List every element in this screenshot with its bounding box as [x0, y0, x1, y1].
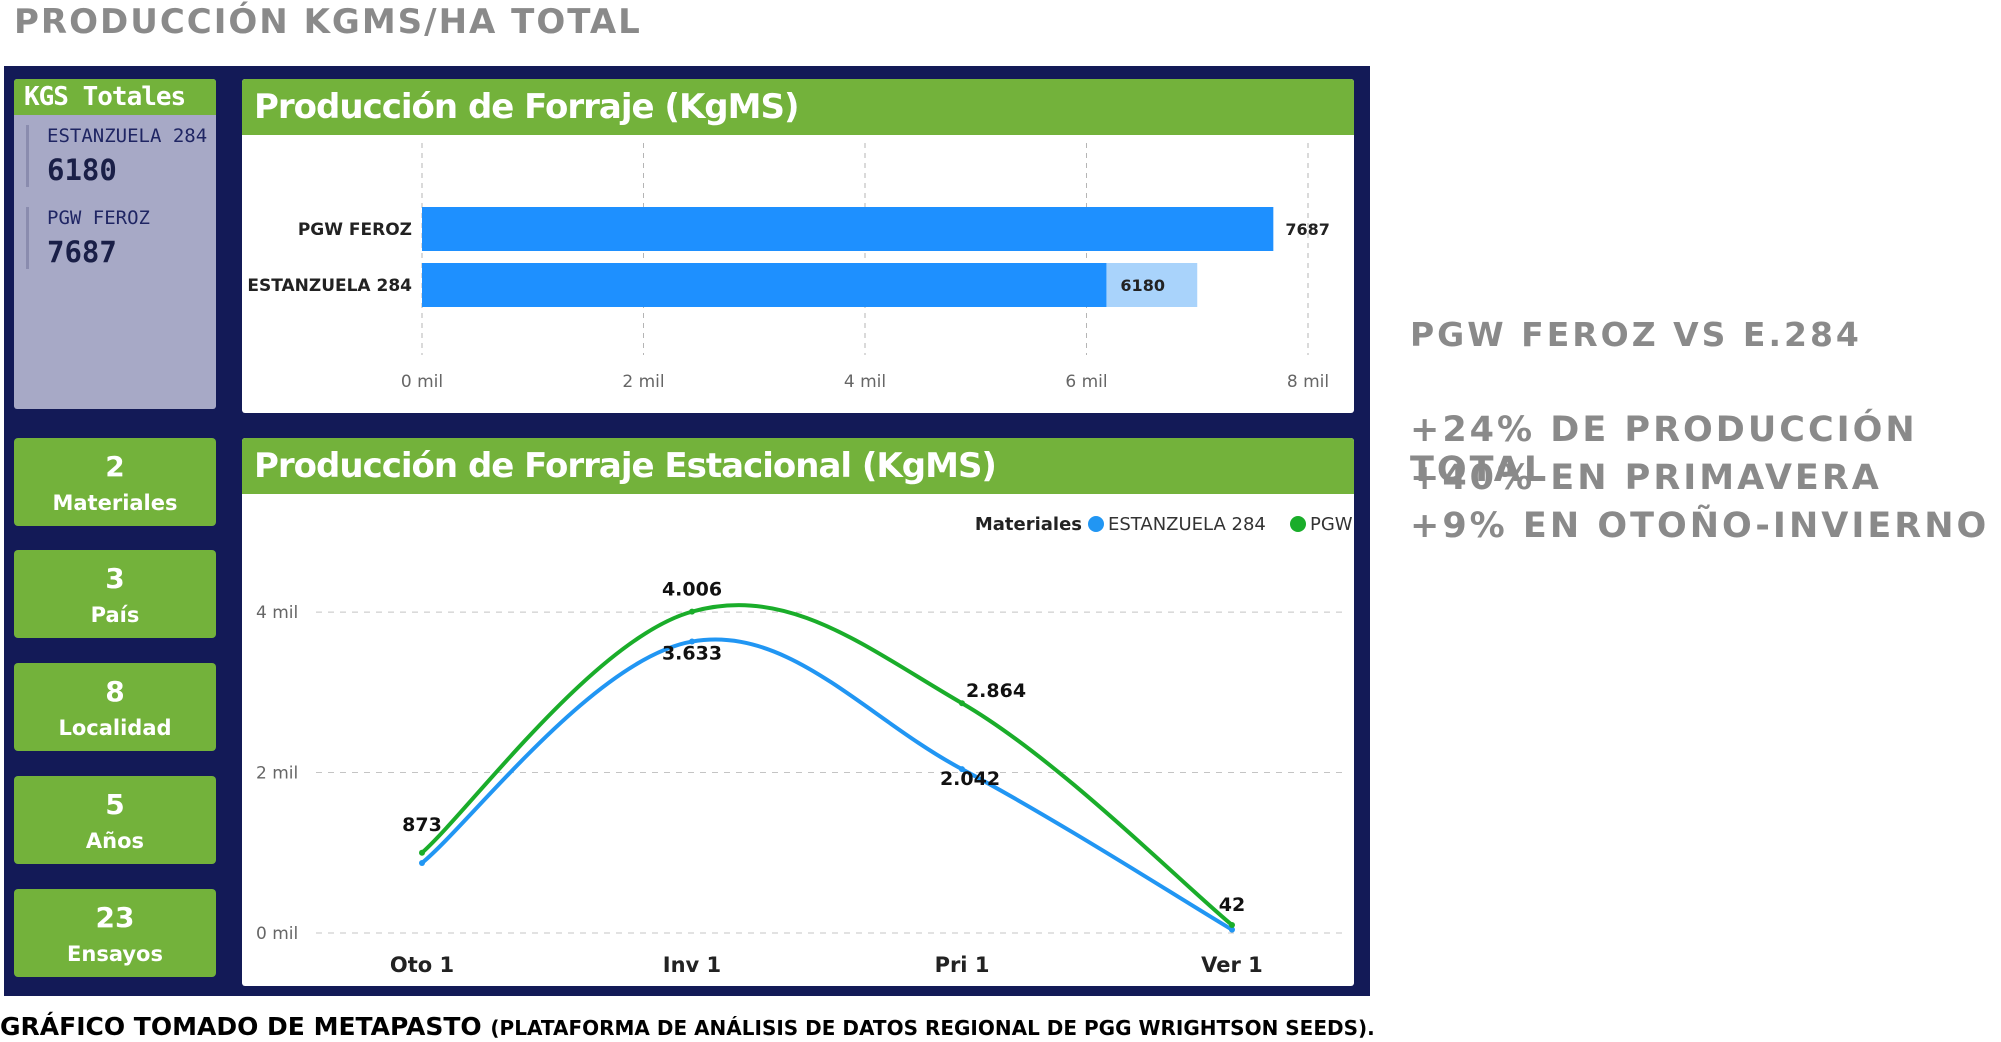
- data-point: [419, 849, 425, 856]
- data-label: 2.042: [940, 768, 1000, 790]
- legend-marker: [1290, 516, 1306, 532]
- kgs-item-name: ESTANZUELA 284: [47, 125, 208, 147]
- stat-value: 2: [105, 450, 125, 483]
- data-label: 4.006: [662, 579, 722, 601]
- legend-label: ESTANZUELA 284: [1108, 514, 1266, 535]
- x-tick-label: Pri 1: [935, 953, 990, 977]
- data-label: 42: [1219, 894, 1245, 916]
- bar-chart: 0 mil 2 mil 4 mil 6 mil 8 mil PGW FEROZ 7687 ES…: [247, 143, 1330, 392]
- comparison-heading: PGW FEROZ VS E.284: [1410, 315, 1862, 354]
- data-point: [1229, 921, 1235, 928]
- legend-label: PGW FEROZ: [1310, 514, 1354, 535]
- bar: [422, 263, 1107, 307]
- x-tick-label: 8 mil: [1287, 372, 1329, 392]
- data-point: [959, 700, 965, 707]
- bar-category-label: PGW FEROZ: [298, 220, 412, 240]
- bar-category-label: ESTANZUELA 284: [247, 276, 412, 296]
- y-tick-label: 2 mil: [256, 764, 298, 784]
- footer-caption: GRÁFICO TOMADO DE METAPASTO (PLATAFORMA …: [0, 1012, 1375, 1041]
- comparison-line-total: +24% DE PRODUCCIÓN TOTAL: [1410, 410, 1918, 490]
- x-tick-label: 2 mil: [622, 372, 664, 392]
- x-tick-label: Ver 1: [1201, 953, 1263, 977]
- data-point: [959, 766, 965, 773]
- line-chart: 0 mil 2 mil 4 mil Oto 1 Inv 1 Pri 1 Ver 1 Mater…: [256, 514, 1354, 977]
- stat-value: 8: [105, 675, 125, 708]
- stat-label: País: [90, 603, 140, 627]
- stat-label: Materiales: [52, 491, 178, 515]
- dashboard-panel: KGS Totales ESTANZUELA 284 6180 PGW FERO…: [4, 66, 1370, 996]
- stat-value: 5: [105, 788, 125, 821]
- kgs-item-name: PGW FEROZ: [47, 207, 150, 229]
- comparison-line-primavera: +40% EN PRIMAVERA: [1410, 458, 1882, 498]
- stat-label: Ensayos: [67, 942, 163, 966]
- data-label: 2.864: [966, 680, 1026, 702]
- x-tick-label: 0 mil: [401, 372, 443, 392]
- legend-title: Materiales: [975, 514, 1082, 535]
- footer-detail: (PLATAFORMA DE ANÁLISIS DE DATOS REGIONA…: [490, 1016, 1375, 1040]
- kgs-item-feroz: PGW FEROZ 7687: [26, 207, 233, 269]
- kgs-totals-title: KGS Totales: [14, 79, 216, 115]
- bar-value-label: 6180: [1120, 276, 1165, 295]
- stat-card-materiales[interactable]: 2 Materiales: [14, 438, 216, 526]
- stat-card-localidad[interactable]: 8 Localidad: [14, 663, 216, 751]
- bar-value-label: 7687: [1285, 220, 1330, 239]
- bar-chart-panel: Producción de Forraje (KgMS) 0 mil 2 mil 4…: [242, 79, 1354, 413]
- data-point: [689, 638, 695, 645]
- legend-marker: [1088, 516, 1104, 532]
- bar: [422, 207, 1274, 251]
- kgs-item-value: 6180: [47, 153, 117, 187]
- footer-main: GRÁFICO TOMADO DE METAPASTO: [0, 1012, 482, 1041]
- data-label: 3.633: [662, 643, 722, 665]
- stat-card-pais[interactable]: 3 País: [14, 550, 216, 638]
- line-chart-title: Producción de Forraje Estacional (KgMS): [242, 438, 1354, 494]
- data-point: [689, 608, 695, 615]
- kgs-item-estanzuela: ESTANZUELA 284 6180: [26, 125, 233, 187]
- x-tick-label: Inv 1: [663, 953, 721, 977]
- x-tick-label: 6 mil: [1065, 372, 1107, 392]
- bar-chart-title: Producción de Forraje (KgMS): [242, 79, 1354, 135]
- x-tick-label: 4 mil: [844, 372, 886, 392]
- data-label: 873: [402, 814, 442, 836]
- page-heading: PRODUCCIÓN KGMS/HA TOTAL: [14, 2, 642, 42]
- stat-card-ensayos[interactable]: 23 Ensayos: [14, 889, 216, 977]
- y-tick-label: 4 mil: [256, 603, 298, 623]
- stat-value: 3: [105, 562, 125, 595]
- stat-value: 23: [95, 901, 135, 934]
- data-point: [1229, 926, 1235, 933]
- stat-label: Años: [85, 829, 145, 853]
- bar-highlight-remainder: [1106, 263, 1198, 307]
- series-line: [420, 637, 1234, 932]
- stat-card-anos[interactable]: 5 Años: [14, 776, 216, 864]
- stat-label: Localidad: [58, 716, 172, 740]
- series-line: [420, 603, 1234, 927]
- data-point: [419, 859, 425, 866]
- kgs-item-value: 7687: [47, 235, 117, 269]
- comparison-line-otono: +9% EN OTOÑO-INVIERNO: [1410, 506, 1990, 546]
- y-tick-label: 0 mil: [256, 924, 298, 944]
- x-tick-label: Oto 1: [390, 953, 454, 977]
- kgs-totals-card: KGS Totales ESTANZUELA 284 6180 PGW FERO…: [14, 79, 216, 409]
- line-chart-panel: Producción de Forraje Estacional (KgMS) …: [242, 438, 1354, 986]
